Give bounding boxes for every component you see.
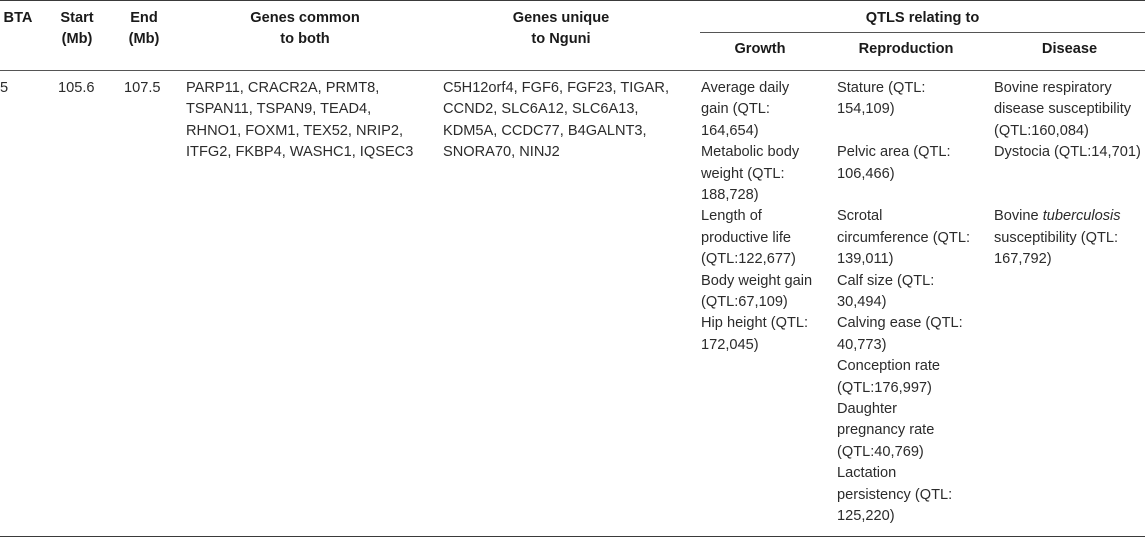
growth-line: Length of (701, 208, 762, 225)
header-end: End (Mb) (122, 8, 166, 50)
header-genes-unique: Genes unique to Nguni (438, 8, 684, 50)
header-qtls: QTLS relating to (865, 10, 980, 26)
reproduction-line: Calving ease (QTL: (837, 315, 963, 332)
header-genes-unique-line1: Genes unique (512, 10, 610, 26)
header-bottom-rule (0, 70, 1145, 71)
genes-unique-line: C5H12orf4, FGF6, FGF23, TIGAR, (443, 80, 669, 96)
disease-item-tuberculosis: Bovine tuberculosis susceptibility (QTL:… (994, 206, 1141, 270)
cell-start: 105.6 (58, 80, 95, 96)
growth-line: weight (QTL: (701, 165, 785, 182)
genes-common-line: PARP11, CRACR2A, PRMT8, (186, 80, 380, 96)
disease-line: 167,792) (994, 251, 1052, 268)
reproduction-item-conception-rate: Conception rate (QTL:176,997) (837, 356, 970, 399)
header-end-line2: (Mb) (128, 31, 160, 47)
reproduction-item-lactation-persistency: Lactation persistency (QTL: 125,220) (837, 463, 970, 527)
growth-line: Body weight gain (701, 272, 813, 289)
reproduction-line: persistency (QTL: (837, 486, 953, 503)
growth-line: Average daily (701, 80, 790, 96)
genes-common-line: RHNO1, FOXM1, TEX52, NRIP2, (186, 122, 404, 139)
growth-line: productive life (701, 229, 792, 246)
cell-growth: Average daily gain (QTL: 164,654) Metabo… (701, 78, 812, 356)
growth-line: 188,728) (701, 187, 759, 204)
reproduction-line: 106,466) (837, 165, 895, 182)
table-top-rule (0, 0, 1145, 1)
disease-line: Dystocia (QTL:14,701) (994, 144, 1141, 161)
header-bta: BTA (3, 10, 33, 26)
growth-item-body-weight-gain: Body weight gain (QTL:67,109) (701, 271, 812, 314)
genes-common-line: ITFG2, FKBP4, WASHC1, IQSEC3 (186, 144, 414, 161)
cell-genes-unique: C5H12orf4, FGF6, FGF23, TIGAR, CCND2, SL… (443, 78, 669, 164)
cell-genes-common: PARP11, CRACR2A, PRMT8, TSPAN11, TSPAN9,… (186, 78, 413, 164)
growth-line: 172,045) (701, 336, 759, 353)
growth-item-average-daily-gain: Average daily gain (QTL: 164,654) (701, 78, 812, 142)
header-end-line1: End (130, 10, 158, 26)
reproduction-line: (QTL:176,997) (837, 379, 932, 396)
header-genes-unique-line2: to Nguni (531, 31, 591, 47)
cell-reproduction: Stature (QTL: 154,109) Pelvic area (QTL:… (837, 78, 970, 527)
genes-unique-line: CCND2, SLC6A12, SLC6A13, (443, 101, 639, 118)
growth-line: (QTL:67,109) (701, 294, 788, 311)
disease-line: Bovine respiratory (994, 80, 1112, 96)
cell-bta: 5 (0, 80, 9, 96)
growth-item-length-of-productive-life: Length of productive life (QTL:122,677) (701, 206, 812, 270)
reproduction-item-pelvic-area: Pelvic area (QTL: 106,466) (837, 142, 970, 206)
tb-italic: tuberculosis (1042, 208, 1121, 225)
reproduction-line: 125,220) (837, 508, 895, 525)
reproduction-line: pregnancy rate (837, 422, 935, 439)
header-start-line1: Start (60, 10, 94, 26)
reproduction-item-stature: Stature (QTL: 154,109) (837, 78, 970, 142)
reproduction-line: Lactation (837, 465, 897, 482)
disease-item-respiratory: Bovine respiratory disease susceptibilit… (994, 78, 1141, 142)
disease-line: (QTL:160,084) (994, 122, 1089, 139)
cell-end: 107.5 (124, 80, 161, 96)
reproduction-line: Stature (QTL: (837, 80, 926, 96)
genes-unique-line: SNORA70, NINJ2 (443, 144, 560, 161)
header-growth: Growth (734, 41, 786, 57)
disease-line: susceptibility (QTL: (994, 229, 1119, 246)
growth-line: Hip height (QTL: (701, 315, 809, 332)
disease-line: Bovine tuberculosis (994, 206, 1141, 227)
cell-disease: Bovine respiratory disease susceptibilit… (994, 78, 1141, 271)
reproduction-line: circumference (QTL: (837, 229, 970, 246)
header-start: Start (Mb) (54, 8, 100, 50)
reproduction-line: Scrotal (837, 208, 883, 225)
header-genes-common: Genes common to both (186, 8, 424, 50)
reproduction-item-calf-size: Calf size (QTL: 30,494) (837, 271, 970, 314)
reproduction-line: 30,494) (837, 294, 887, 310)
reproduction-line: 139,011) (837, 251, 894, 268)
growth-line: 164,654) (701, 122, 759, 139)
reproduction-line: 154,109) (837, 101, 895, 118)
header-genes-common-line1: Genes common (250, 10, 360, 26)
qtls-group-rule (700, 32, 1145, 33)
reproduction-line: Daughter (837, 401, 898, 418)
reproduction-item-daughter-pregnancy-rate: Daughter pregnancy rate (QTL:40,769) (837, 399, 970, 463)
header-reproduction: Reproduction (858, 41, 954, 57)
growth-line: (QTL:122,677) (701, 251, 796, 268)
genes-unique-line: KDM5A, CCDC77, B4GALNT3, (443, 122, 647, 139)
header-genes-common-line2: to both (280, 31, 330, 47)
reproduction-line: Conception rate (837, 358, 941, 375)
reproduction-line: 40,773) (837, 336, 887, 353)
growth-line: gain (QTL: (701, 101, 770, 118)
header-disease: Disease (1041, 41, 1098, 57)
disease-item-dystocia: Dystocia (QTL:14,701) (994, 142, 1141, 206)
reproduction-item-calving-ease: Calving ease (QTL: 40,773) (837, 313, 970, 356)
reproduction-line: (QTL:40,769) (837, 443, 924, 460)
tb-prefix: Bovine (994, 208, 1043, 225)
growth-line: Metabolic body (701, 144, 800, 161)
reproduction-line: Calf size (QTL: (837, 272, 935, 289)
growth-item-metabolic-body-weight: Metabolic body weight (QTL: 188,728) (701, 142, 812, 206)
header-start-line2: (Mb) (61, 31, 93, 47)
reproduction-item-scrotal-circumference: Scrotal circumference (QTL: 139,011) (837, 206, 970, 270)
reproduction-line: Pelvic area (QTL: (837, 144, 951, 161)
genes-common-line: TSPAN11, TSPAN9, TEAD4, (186, 101, 372, 118)
growth-item-hip-height: Hip height (QTL: 172,045) (701, 313, 812, 356)
disease-line: disease susceptibility (994, 101, 1132, 118)
